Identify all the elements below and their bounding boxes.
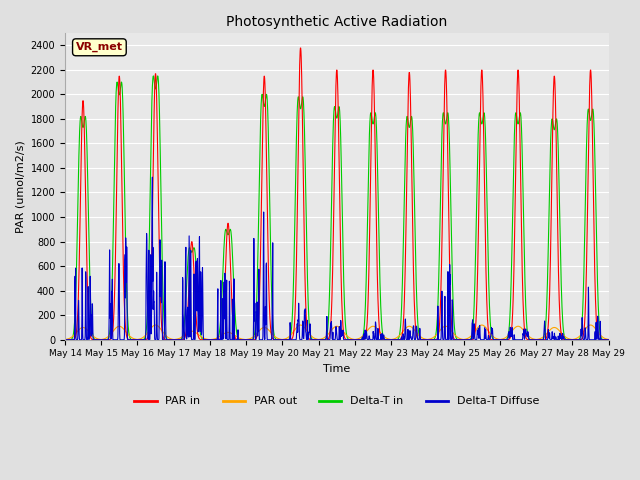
PAR out (61, 336, 69, 342)
PAR out (152, 322, 159, 328)
PAR in (365, 278, 372, 284)
Delta-T Diffuse (365, 337, 372, 343)
Delta-T in (150, 73, 157, 79)
Line: PAR out: PAR out (65, 325, 609, 340)
Delta-T Diffuse (605, 337, 612, 343)
PAR out (206, 337, 214, 343)
PAR out (495, 336, 503, 342)
PAR out (557, 330, 565, 336)
PAR in (572, 337, 580, 343)
Delta-T Diffuse (572, 337, 580, 343)
PAR in (213, 337, 221, 343)
Line: PAR in: PAR in (65, 48, 609, 340)
Delta-T in (61, 337, 69, 343)
Line: Delta-T in: Delta-T in (65, 76, 609, 340)
PAR in (61, 337, 69, 343)
Delta-T Diffuse (61, 337, 69, 343)
PAR out (213, 335, 221, 341)
Delta-T in (213, 336, 221, 342)
Line: Delta-T Diffuse: Delta-T Diffuse (65, 177, 609, 340)
PAR out (572, 336, 580, 341)
Delta-T Diffuse (213, 337, 221, 343)
Delta-T in (365, 161, 372, 167)
Delta-T Diffuse (353, 337, 360, 343)
Legend: PAR in, PAR out, Delta-T in, Delta-T Diffuse: PAR in, PAR out, Delta-T in, Delta-T Dif… (130, 392, 544, 411)
Delta-T in (495, 337, 503, 343)
Delta-T Diffuse (495, 337, 502, 343)
PAR in (557, 329, 565, 335)
PAR in (605, 337, 612, 343)
Delta-T in (206, 337, 214, 343)
PAR out (353, 336, 361, 342)
Y-axis label: PAR (umol/m2/s): PAR (umol/m2/s) (15, 140, 25, 233)
Delta-T Diffuse (557, 332, 564, 338)
Text: VR_met: VR_met (76, 42, 123, 52)
PAR out (605, 336, 612, 342)
Delta-T in (353, 337, 361, 343)
Title: Photosynthetic Active Radiation: Photosynthetic Active Radiation (226, 15, 447, 29)
PAR in (296, 45, 304, 51)
X-axis label: Time: Time (323, 364, 351, 374)
Delta-T in (572, 337, 580, 343)
PAR in (170, 337, 178, 343)
Delta-T in (605, 337, 612, 343)
PAR out (365, 326, 372, 332)
PAR in (353, 337, 361, 343)
PAR in (495, 337, 503, 343)
Delta-T Diffuse (148, 174, 156, 180)
Delta-T in (557, 272, 565, 277)
